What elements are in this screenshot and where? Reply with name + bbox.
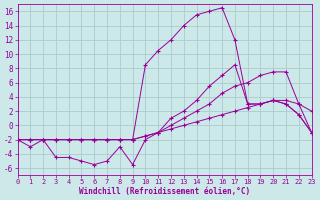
X-axis label: Windchill (Refroidissement éolien,°C): Windchill (Refroidissement éolien,°C): [79, 187, 250, 196]
